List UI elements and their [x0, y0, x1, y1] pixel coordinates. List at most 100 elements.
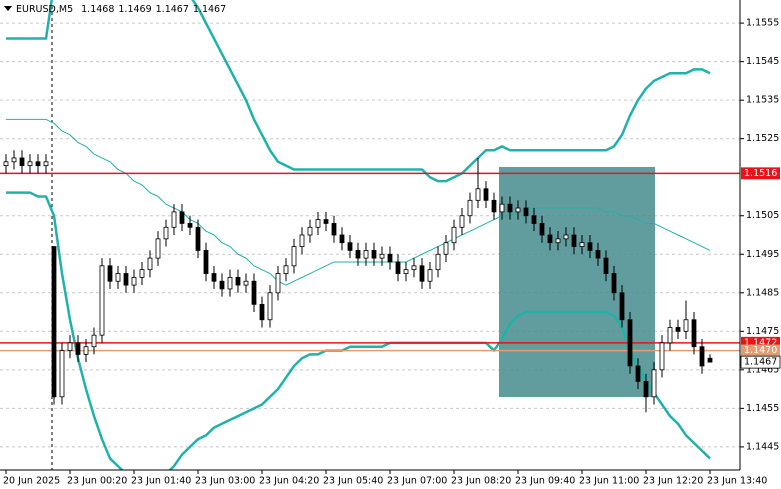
- menu-arrow[interactable]: [4, 6, 12, 11]
- candle-body: [427, 269, 433, 282]
- candle-body: [459, 215, 465, 228]
- candle-body: [307, 226, 313, 236]
- candle-body: [203, 250, 209, 274]
- candle-body: [19, 157, 25, 167]
- level-label: 1.1470: [744, 345, 777, 356]
- candle-body: [531, 215, 537, 224]
- plot-area: [0, 0, 740, 470]
- level-label: 1.1472: [744, 337, 777, 348]
- candle-body: [51, 246, 57, 398]
- header-text: EURUSD,M5 1.1468 1.1469 1.1467 1.1467: [16, 4, 226, 15]
- band-upper: [6, 0, 711, 183]
- header: EURUSD,M5 1.1468 1.1469 1.1467 1.1467: [4, 4, 226, 15]
- x-tick-label: 23 Jun 04:20: [259, 476, 319, 487]
- y-tick-label: 1.1455: [746, 403, 779, 414]
- y-tick-label: 1.1545: [746, 56, 779, 67]
- candle-body: [659, 342, 665, 371]
- candle-body: [635, 365, 641, 382]
- x-tick-label: 23 Jun 08:20: [451, 476, 511, 487]
- candle-body: [451, 226, 457, 244]
- candle-body: [139, 269, 145, 278]
- candle-body: [251, 280, 257, 305]
- candle-body: [83, 346, 89, 355]
- candle-body: [699, 346, 705, 367]
- candle-body: [491, 199, 497, 213]
- y-tick-label: 1.1485: [746, 287, 779, 298]
- candle-body: [115, 273, 121, 282]
- candle-body: [67, 342, 73, 351]
- header-open: 1.1468: [81, 4, 114, 15]
- candle-body: [331, 223, 337, 236]
- candle-body: [27, 161, 33, 167]
- header-high: 1.1469: [118, 4, 151, 15]
- candle-body: [243, 280, 249, 286]
- y-tick-label: 1.1465: [746, 364, 779, 375]
- candle-body: [643, 380, 649, 398]
- candle-body: [347, 242, 353, 251]
- candle-body: [691, 319, 697, 348]
- x-tick-label: 23 Jun 01:40: [131, 476, 191, 487]
- header-close: 1.1467: [193, 4, 226, 15]
- y-tick-label: 1.1535: [746, 95, 779, 106]
- candle-body: [603, 257, 609, 274]
- candle-body: [99, 265, 105, 336]
- candle-body: [179, 211, 185, 224]
- candle-body: [59, 350, 65, 398]
- y-tick-label: 1.1445: [746, 441, 779, 452]
- candle-body: [435, 253, 441, 271]
- candle-body: [619, 292, 625, 321]
- header-low: 1.1467: [156, 4, 189, 15]
- candle-body: [403, 269, 409, 274]
- candle-body: [211, 273, 217, 282]
- candle-body: [339, 234, 345, 244]
- candle-body: [563, 234, 569, 240]
- y-tick-label: 1.1525: [746, 133, 779, 144]
- candle-body: [11, 157, 17, 163]
- candle-body: [131, 276, 137, 286]
- x-tick-label: 23 Jun 12:20: [643, 476, 703, 487]
- candle-body: [283, 265, 289, 274]
- candle-body: [187, 223, 193, 228]
- x-tick-label: 23 Jun 11:00: [579, 476, 639, 487]
- candle-body: [547, 234, 553, 244]
- band-lower: [6, 191, 711, 470]
- candle-body: [419, 265, 425, 282]
- candle-body: [163, 226, 169, 240]
- candle-body: [523, 207, 529, 217]
- level-label: 1.1516: [744, 168, 777, 179]
- candle-body: [107, 265, 113, 282]
- level-label-bg: [741, 344, 780, 357]
- candle-body: [3, 161, 9, 167]
- y-tick-label: 1.1475: [746, 326, 779, 337]
- candle-body: [379, 253, 385, 259]
- candle-body: [91, 334, 97, 348]
- x-tick-label: 23 Jun 05:40: [323, 476, 383, 487]
- candle-body: [299, 234, 305, 247]
- candle-body: [315, 219, 321, 228]
- candle-body: [259, 303, 265, 321]
- candle-body: [275, 273, 281, 294]
- candle-body: [35, 161, 41, 167]
- x-tick-label: 23 Jun 09:40: [515, 476, 575, 487]
- candle-body: [539, 223, 545, 236]
- candle-body: [171, 211, 177, 228]
- bid-label-bg: [740, 355, 781, 369]
- candle-body: [235, 276, 241, 286]
- candle-body: [363, 250, 369, 259]
- candle-body: [467, 199, 473, 217]
- candle-body: [155, 238, 161, 259]
- candle-body: [475, 188, 481, 201]
- candle-body: [443, 242, 449, 255]
- candle-body: [683, 319, 689, 332]
- x-tick-label: 20 Jun 2025: [3, 476, 60, 487]
- candle-body: [651, 369, 657, 398]
- candle-body: [219, 280, 225, 290]
- candle-body: [323, 219, 329, 224]
- candle-body: [75, 342, 81, 355]
- candle-body: [611, 273, 617, 294]
- candle-body: [579, 242, 585, 247]
- x-tick-label: 23 Jun 00:20: [67, 476, 127, 487]
